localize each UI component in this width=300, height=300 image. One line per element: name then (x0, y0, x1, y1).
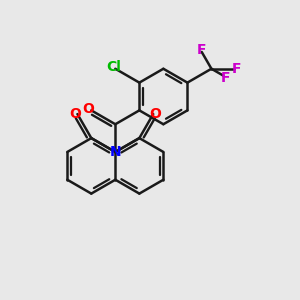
Text: O: O (149, 107, 161, 121)
Text: F: F (221, 71, 230, 85)
Text: F: F (232, 62, 241, 76)
Text: O: O (82, 102, 94, 116)
Text: Cl: Cl (106, 60, 121, 74)
Text: F: F (197, 43, 206, 57)
Text: N: N (110, 145, 121, 159)
Text: O: O (70, 107, 81, 121)
